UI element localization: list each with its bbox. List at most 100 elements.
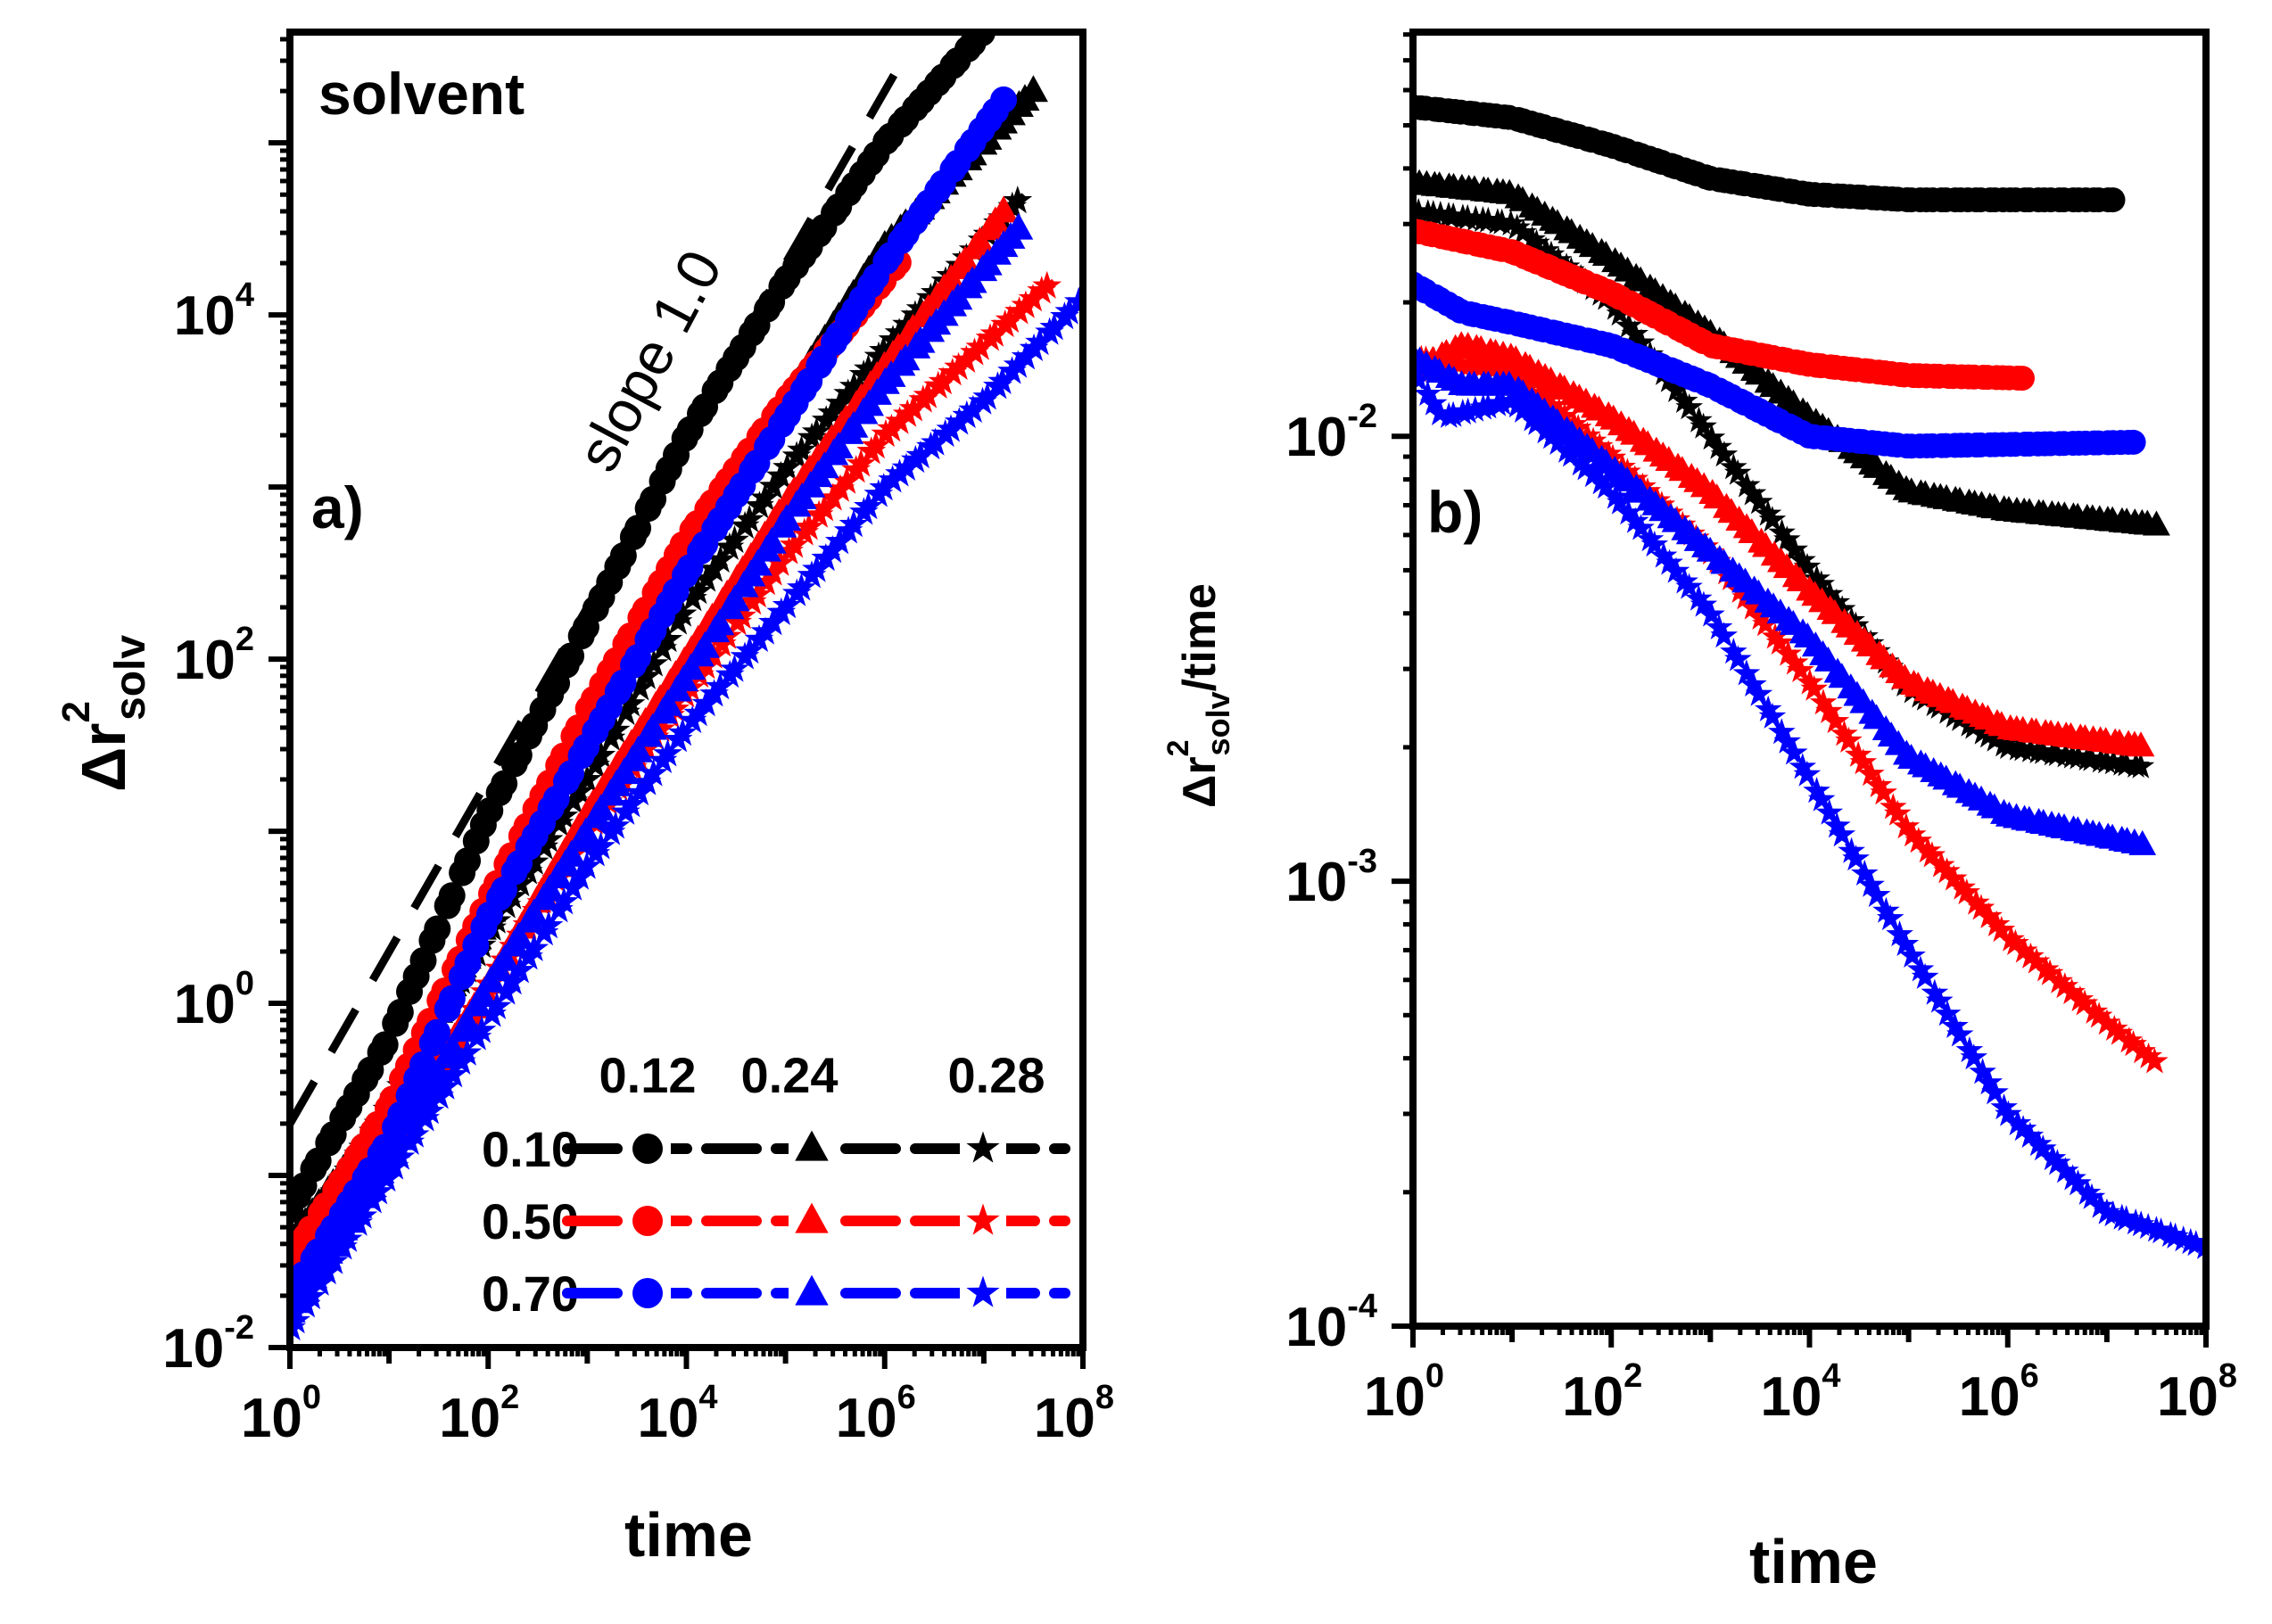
y-title-sub: solv xyxy=(107,635,154,721)
data-point xyxy=(787,573,816,601)
data-point xyxy=(1525,380,1553,407)
data-point xyxy=(1754,695,1782,721)
legend-marker-star xyxy=(966,1131,1000,1163)
data-point xyxy=(742,548,772,576)
tick-base: 10 xyxy=(1364,1366,1425,1428)
data-point xyxy=(1898,941,1926,968)
data-point xyxy=(885,458,914,487)
series-black-star xyxy=(1413,197,2155,779)
data-point xyxy=(1675,393,1703,420)
data-point xyxy=(1904,827,1933,853)
data-point xyxy=(990,86,1018,113)
data-point xyxy=(1739,670,1767,697)
data-point xyxy=(653,688,683,716)
tick-exponent: 2 xyxy=(235,621,254,658)
data-point xyxy=(831,466,862,494)
data-point xyxy=(1439,400,1467,427)
data-point xyxy=(1844,740,1872,767)
tick-base: 10 xyxy=(174,974,235,1035)
data-point xyxy=(854,353,883,382)
y-title-sup: 2 xyxy=(1161,739,1195,756)
data-point xyxy=(1962,888,1990,915)
legend-marker-triangle xyxy=(795,1274,829,1306)
x-tick-label: 100 xyxy=(241,1379,321,1449)
x-tick-label: 102 xyxy=(1562,1357,1642,1428)
data-point xyxy=(1953,878,1981,905)
data-point xyxy=(1671,567,1698,594)
y-tick-label: 10-3 xyxy=(1285,843,1377,913)
y-axis-title-b: Δr2 solv/time xyxy=(1161,583,1236,808)
data-point xyxy=(386,998,414,1026)
data-point xyxy=(2105,1018,2134,1045)
data-point xyxy=(572,764,602,793)
tick-exponent: 2 xyxy=(500,1379,519,1416)
data-point xyxy=(424,915,451,943)
tick-exponent: 4 xyxy=(698,1379,717,1416)
data-point xyxy=(504,921,534,949)
series-red-star xyxy=(1413,343,2169,1074)
data-point xyxy=(1768,518,1796,545)
data-point xyxy=(1906,955,1935,982)
data-point xyxy=(467,980,498,1008)
data-point xyxy=(409,947,437,975)
data-point xyxy=(825,388,855,416)
data-point xyxy=(988,195,1019,223)
data-point xyxy=(1850,859,1879,886)
tick-exponent: 0 xyxy=(1425,1357,1444,1395)
data-point xyxy=(690,631,720,658)
data-point xyxy=(1518,225,1546,251)
data-point xyxy=(1656,548,1683,575)
data-point xyxy=(928,367,958,395)
data-point xyxy=(1537,240,1566,267)
data-point xyxy=(2032,955,2060,982)
data-point xyxy=(1838,837,1865,863)
data-point xyxy=(958,394,988,423)
data-point xyxy=(1538,423,1566,449)
data-point xyxy=(1789,753,1817,779)
data-point xyxy=(1663,375,1690,402)
tick-exponent: 2 xyxy=(1623,1357,1642,1395)
data-point xyxy=(1413,366,1433,392)
data-point xyxy=(1690,412,1717,439)
data-point xyxy=(2112,1205,2140,1232)
data-point xyxy=(2066,985,2094,1012)
data-point xyxy=(706,544,736,573)
data-point xyxy=(936,414,966,442)
data-point xyxy=(2029,1134,2057,1161)
panel-b-series xyxy=(1413,94,2206,1259)
data-point xyxy=(802,554,831,582)
data-point xyxy=(1918,841,1946,868)
x-axis-title-b: time xyxy=(1749,1527,1878,1596)
data-point xyxy=(1803,565,1830,591)
data-point xyxy=(1518,405,1547,432)
data-point xyxy=(691,688,722,717)
data-point xyxy=(1592,473,1620,499)
y-title-main: Δr xyxy=(69,722,138,792)
data-point xyxy=(1032,270,1062,299)
data-point xyxy=(944,351,973,380)
data-point xyxy=(1752,610,1780,637)
data-point xyxy=(1780,738,1808,765)
legend-marker-circle xyxy=(632,1134,663,1164)
data-point xyxy=(2017,942,2045,969)
data-point xyxy=(1899,820,1927,847)
data-point xyxy=(1011,290,1041,318)
tick-exponent: 6 xyxy=(897,1379,916,1416)
data-point xyxy=(600,714,631,744)
data-point xyxy=(1815,798,1844,825)
data-point xyxy=(1710,622,1738,648)
data-point xyxy=(2052,1157,2079,1183)
tick-exponent: -2 xyxy=(1347,398,1377,435)
data-point xyxy=(1025,327,1054,356)
data-point xyxy=(1975,1068,2003,1095)
data-point xyxy=(1876,904,1904,931)
data-point xyxy=(2099,1200,2127,1227)
data-point xyxy=(1739,479,1767,506)
legend-column-header: 0.12 xyxy=(599,1047,697,1103)
data-point xyxy=(1761,622,1789,649)
tick-base: 10 xyxy=(174,285,235,347)
data-point xyxy=(600,811,631,839)
data-point xyxy=(491,770,518,797)
data-point xyxy=(2115,1026,2144,1053)
